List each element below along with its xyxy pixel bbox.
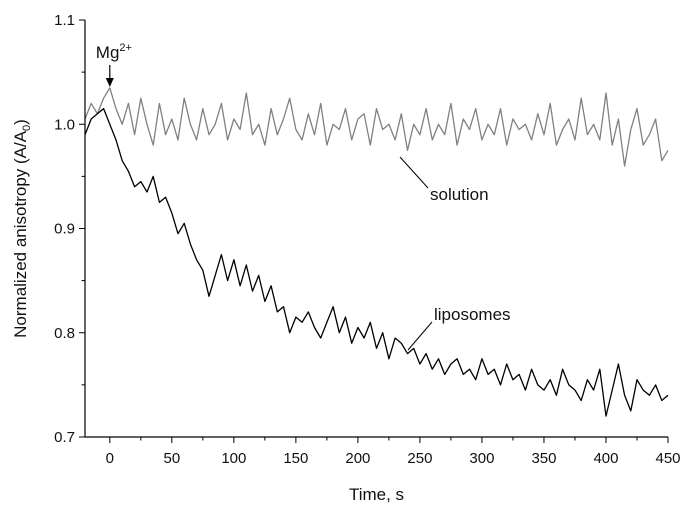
series-line-solution bbox=[84, 87, 669, 167]
annotation-layer: Mg2+ solution liposomes bbox=[96, 42, 511, 351]
x-tick-label: 0 bbox=[106, 450, 114, 467]
y-axis-title-main: Normalized anisotropy (A/A bbox=[11, 130, 30, 338]
x-axis-title: Time, s bbox=[349, 485, 404, 504]
x-tick-label: 150 bbox=[283, 450, 308, 467]
x-tick-label: 350 bbox=[531, 450, 556, 467]
y-axis-title-subscript: 0 bbox=[21, 125, 33, 131]
x-tick-label: 100 bbox=[221, 450, 246, 467]
solution-label: solution bbox=[430, 185, 489, 204]
solution-leader-line bbox=[399, 156, 429, 189]
series-line-liposomes bbox=[84, 107, 669, 417]
liposomes-leader-line bbox=[407, 321, 433, 351]
x-tick-label: 400 bbox=[593, 450, 618, 467]
mg2plus-annotation: Mg2+ bbox=[96, 42, 132, 62]
mg-annotation-superscript: 2+ bbox=[119, 42, 132, 54]
y-tick-label: 0.7 bbox=[54, 429, 75, 446]
liposomes-label: liposomes bbox=[434, 305, 511, 324]
y-tick-label: 1.1 bbox=[54, 12, 75, 29]
mg-arrow-head bbox=[105, 78, 114, 87]
y-tick-label: 0.8 bbox=[54, 325, 75, 342]
mg-annotation-base: Mg bbox=[96, 43, 120, 62]
x-tick-label: 250 bbox=[407, 450, 432, 467]
y-axis-title: Normalized anisotropy (A/A0) bbox=[11, 119, 33, 338]
x-tick-label: 300 bbox=[469, 450, 494, 467]
x-tick-label: 50 bbox=[163, 450, 180, 467]
y-tick-label: 0.9 bbox=[54, 221, 75, 238]
axes-layer: 0 50 100 150 200 250 300 350 400 450 0.7 0.8 0.9 1.0 1… bbox=[54, 12, 680, 467]
x-tick-label: 200 bbox=[345, 450, 370, 467]
plot-layer bbox=[84, 87, 669, 417]
y-axis-title-close: ) bbox=[11, 119, 30, 125]
y-tick-label: 1.0 bbox=[54, 116, 75, 133]
x-tick-label: 450 bbox=[655, 450, 680, 467]
